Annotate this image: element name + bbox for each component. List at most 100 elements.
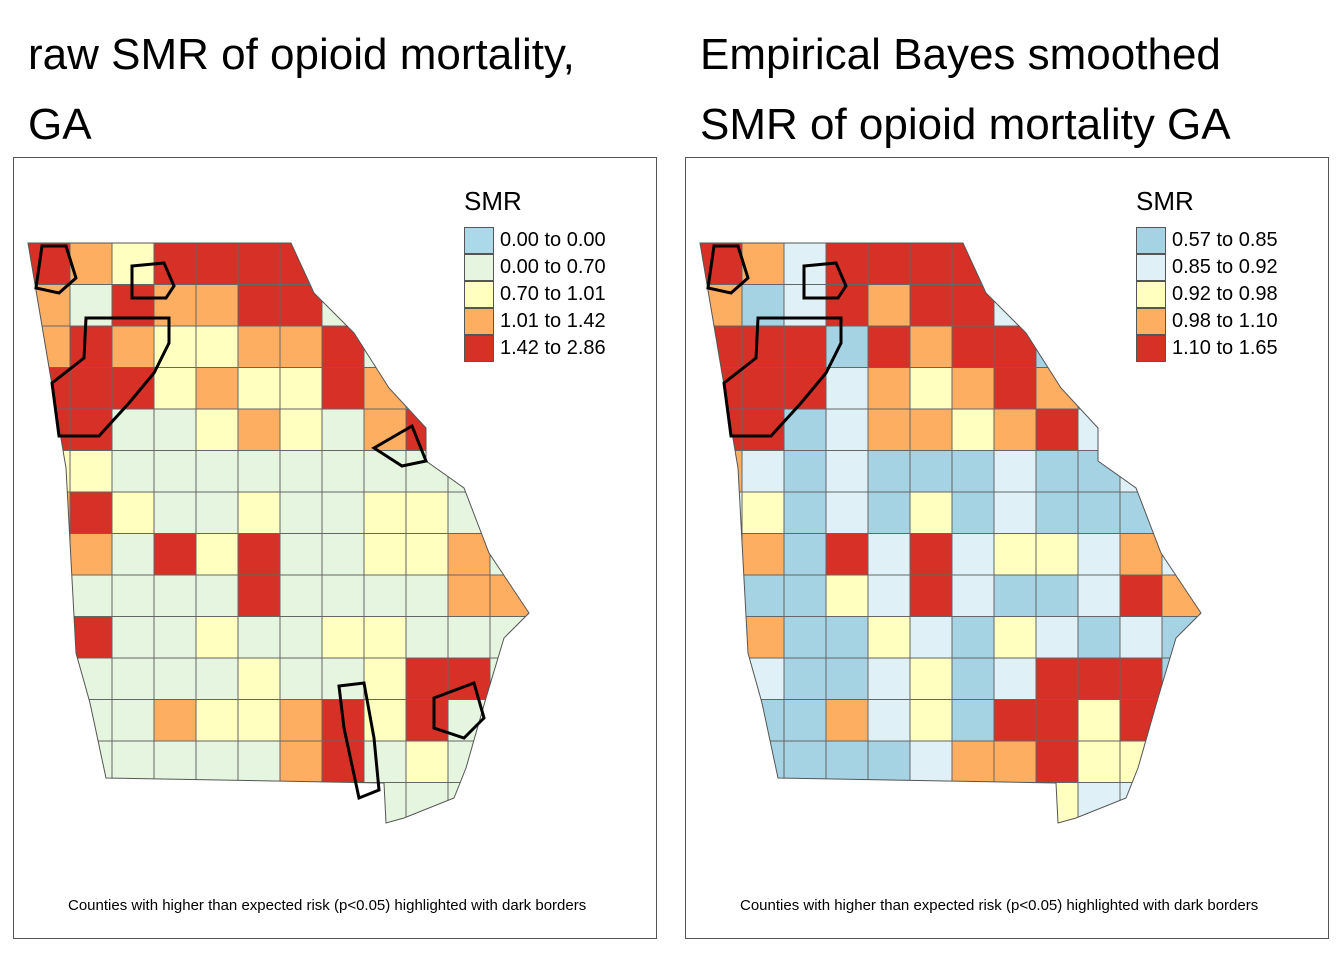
county [741,284,785,327]
county [1035,533,1079,576]
county [489,533,529,576]
county [279,782,323,823]
county [405,699,449,742]
county [741,325,785,368]
legend-swatch [1136,227,1166,254]
county [111,491,155,534]
county [405,243,449,285]
county [993,243,1037,285]
county [363,491,407,534]
county [447,533,491,576]
county [237,367,281,410]
county [741,533,785,576]
county [867,699,911,742]
county [69,533,113,576]
county [825,782,869,823]
county [69,616,113,659]
county [489,450,529,493]
county [195,782,239,823]
significant-county-border [337,681,381,801]
legend-swatch [464,227,494,254]
county [363,325,407,368]
county [951,574,995,617]
county [1161,450,1201,493]
county [321,367,365,410]
county [1077,367,1121,410]
county [783,657,827,700]
county [993,782,1037,823]
county [1035,243,1079,285]
county [489,408,529,451]
county [28,408,71,451]
county [279,284,323,327]
legend-label: 0.00 to 0.70 [500,256,606,278]
county [1077,533,1121,576]
county [111,450,155,493]
county [993,574,1037,617]
county [279,533,323,576]
county [867,408,911,451]
county [447,408,491,451]
significant-county-border [722,316,843,438]
county [909,450,953,493]
county [195,740,239,783]
county [1077,740,1121,783]
county [867,325,911,368]
county [700,491,743,534]
county [111,367,155,410]
county [825,491,869,534]
county [195,367,239,410]
county [783,616,827,659]
county [405,533,449,576]
county [741,574,785,617]
county [363,616,407,659]
county [783,740,827,783]
county [489,367,529,410]
county [111,574,155,617]
county [111,616,155,659]
county [489,740,529,783]
county [237,325,281,368]
county [1119,450,1163,493]
county [237,740,281,783]
county [153,657,197,700]
county [69,284,113,327]
county [237,616,281,659]
county [489,574,529,617]
county [993,657,1037,700]
county [195,533,239,576]
county [1119,491,1163,534]
county [447,782,491,823]
legend-swatch [464,254,494,281]
county [951,450,995,493]
county [1119,408,1163,451]
county [1161,408,1201,451]
county [951,408,995,451]
county [195,450,239,493]
county [153,284,197,327]
county [237,284,281,327]
legend-item: 0.92 to 0.98 [1136,281,1278,308]
footnote: Counties with higher than expected risk … [68,897,587,914]
county [405,616,449,659]
county [783,699,827,742]
county [279,491,323,534]
legend: SMR 0.57 to 0.85 0.85 to 0.92 0.92 to 0.98… [1136,186,1278,362]
county [993,740,1037,783]
county [909,616,953,659]
county [195,616,239,659]
legend-label: 0.70 to 1.01 [500,283,606,305]
significant-county-border [34,244,78,295]
county [405,325,449,368]
county [28,533,71,576]
county [363,533,407,576]
county [195,408,239,451]
county [909,491,953,534]
legend-item: 0.98 to 1.10 [1136,308,1278,335]
county [993,699,1037,742]
legend-swatch [1136,254,1166,281]
county [951,284,995,327]
county [153,574,197,617]
county [447,657,491,700]
county [69,574,113,617]
